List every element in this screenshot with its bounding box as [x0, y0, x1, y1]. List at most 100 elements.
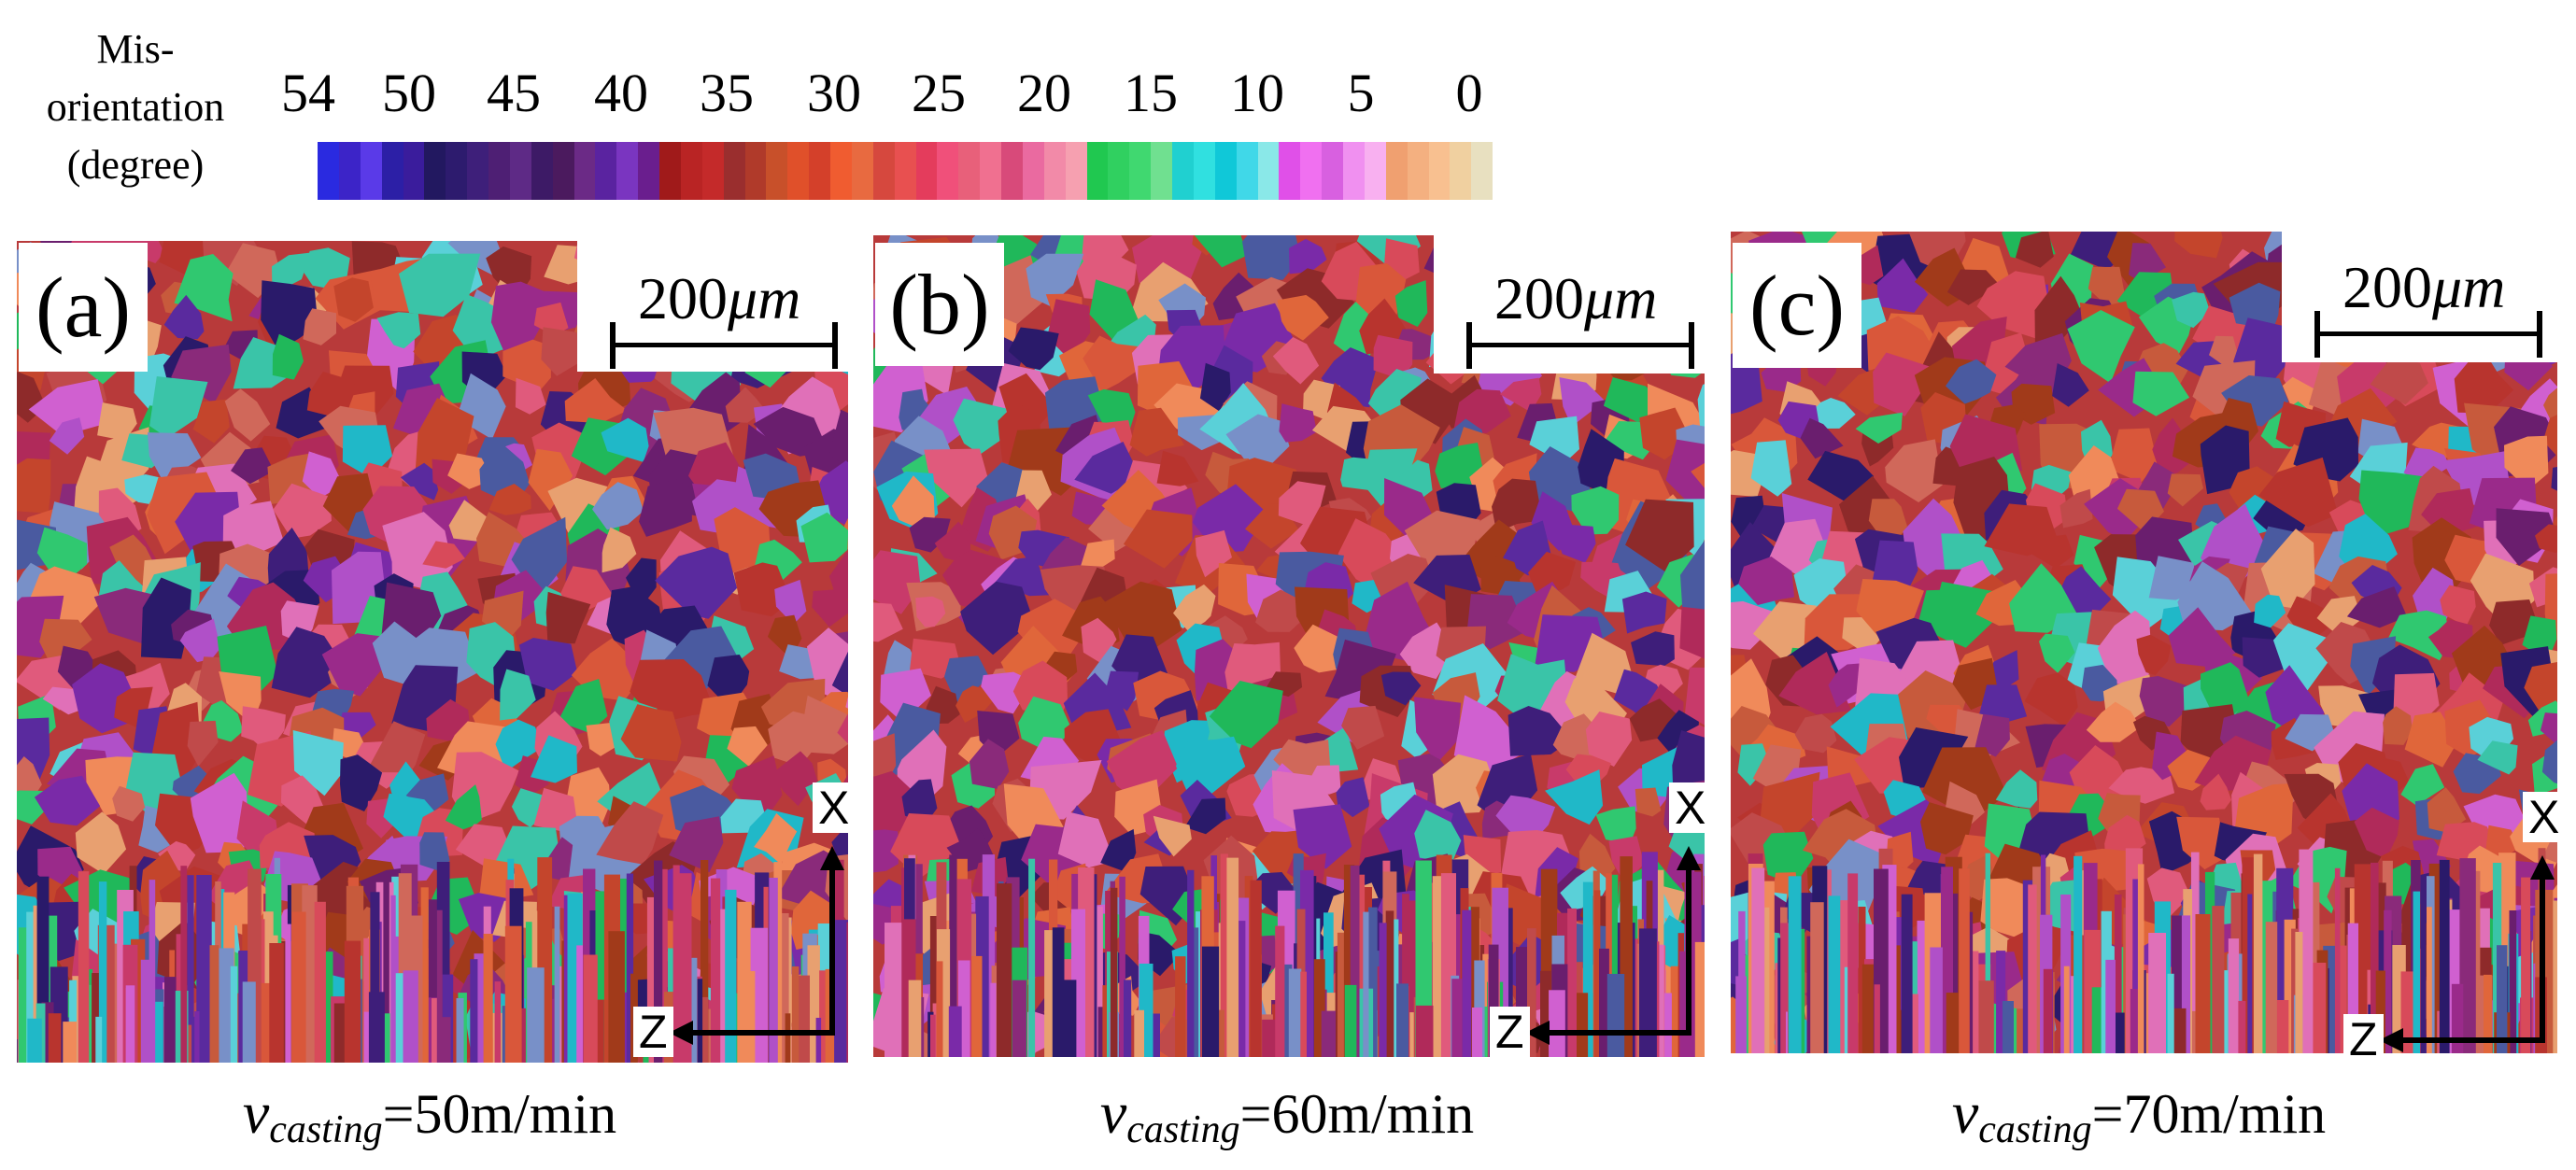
legend-segment: [638, 142, 659, 200]
axis-z-label-b: Z: [1490, 1007, 1530, 1057]
columnar-grain: [1567, 908, 1577, 1057]
columnar-grain: [554, 906, 560, 1063]
columnar-grain: [403, 970, 418, 1063]
columnar-grain: [815, 1018, 822, 1063]
grain: [321, 633, 389, 697]
axis-x-arrow-b: [1677, 846, 1701, 870]
columnar-grain: [2253, 853, 2263, 1053]
columnar-grain: [2238, 1000, 2246, 1053]
grain: [1555, 524, 1596, 563]
grain: [1495, 795, 1556, 842]
columnar-grain: [2413, 891, 2421, 1053]
grain: [1921, 747, 2007, 820]
legend-segment: [424, 142, 446, 200]
columnar-grain: [1874, 984, 1880, 1053]
legend-segment: [659, 142, 681, 200]
grain: [602, 527, 637, 573]
columnar-grain: [1119, 876, 1125, 1057]
grain: [273, 483, 332, 539]
legend-segment: [1065, 142, 1087, 200]
columnar-grain: [583, 954, 598, 1063]
grain: [1621, 591, 1667, 634]
grain: [1680, 540, 1705, 614]
grain: [1595, 806, 1636, 844]
columnar-grain: [819, 970, 830, 1063]
columnar-grain: [217, 948, 234, 1063]
grain: [960, 581, 1034, 655]
grain-map-c: [1731, 232, 2557, 1053]
grain: [2535, 524, 2557, 554]
columnar-grain: [2181, 915, 2191, 1053]
columnar-grain: [1978, 980, 1994, 1053]
columnar-grain: [1028, 858, 1036, 1057]
panel-letter-a: (a): [19, 243, 148, 372]
caption-a-v: v: [242, 1079, 270, 1146]
scale-bar-box-b: [1434, 235, 1705, 374]
columnar-grain: [2074, 855, 2083, 1053]
grain: [1545, 769, 1604, 825]
legend-segment: [403, 142, 425, 200]
grain: [2200, 773, 2232, 811]
grain: [1104, 670, 1139, 712]
grain: [276, 387, 333, 439]
grain: [2388, 610, 2450, 661]
columnar-grain: [48, 1013, 62, 1063]
grain: [340, 754, 383, 811]
columnar-grain: [677, 873, 692, 1063]
grain: [1750, 505, 1789, 543]
columnar-grain: [1402, 894, 1409, 1057]
columnar-grain: [2347, 923, 2358, 1053]
grain: [1974, 713, 2010, 757]
grain: [163, 294, 205, 340]
columnar-grain: [626, 873, 634, 1063]
grain: [2254, 594, 2286, 628]
columnar-grain: [1343, 865, 1355, 1057]
legend-segment: [1151, 142, 1172, 200]
columnar-grain: [1462, 909, 1472, 1057]
grain: [112, 785, 146, 822]
grain: [149, 376, 208, 438]
legend-title: Mis- orientation (degree): [0, 21, 271, 194]
grain: [342, 425, 393, 478]
columnar-grain: [2228, 938, 2240, 1053]
columnar-grain: [2451, 983, 2464, 1053]
legend-segment: [488, 142, 510, 200]
grain: [1899, 727, 1969, 789]
grain: [1394, 280, 1428, 327]
caption-b-sub: casting: [1126, 1108, 1240, 1151]
grain: [2242, 637, 2287, 678]
grain: [639, 479, 693, 537]
grain: [1097, 581, 1182, 661]
grain: [1529, 416, 1579, 464]
grain: [1929, 581, 1994, 648]
grain: [405, 773, 449, 811]
grain: [727, 726, 768, 767]
grain: [1209, 681, 1283, 749]
grain: [1173, 584, 1216, 632]
grain: [2542, 414, 2557, 457]
legend-title-line-1: Mis-: [96, 26, 175, 72]
columnar-grain: [2172, 1008, 2187, 1053]
grain: [955, 685, 994, 723]
legend-segment: [1236, 142, 1258, 200]
columnar-grain: [383, 875, 389, 1063]
scale-bar-unit-a: μm: [728, 265, 801, 331]
grain: [2167, 473, 2203, 507]
columnar-grain: [456, 998, 464, 1063]
columnar-grain: [791, 966, 800, 1063]
legend-segment: [360, 142, 382, 200]
scale-bar-line-b: [1469, 343, 1691, 347]
grain: [192, 399, 230, 444]
grain: [897, 729, 947, 802]
grain: [837, 713, 848, 744]
columnar-grain: [997, 883, 1012, 1057]
grain: [34, 775, 101, 826]
grain: [1778, 652, 1851, 715]
grain: [2346, 586, 2408, 628]
grain: [873, 602, 903, 642]
grain: [831, 651, 848, 697]
grain: [2015, 232, 2054, 268]
columnar-grain: [1097, 1007, 1104, 1057]
legend-tick-label: 0: [1455, 63, 1483, 123]
columnar-grain: [1415, 1005, 1434, 1057]
